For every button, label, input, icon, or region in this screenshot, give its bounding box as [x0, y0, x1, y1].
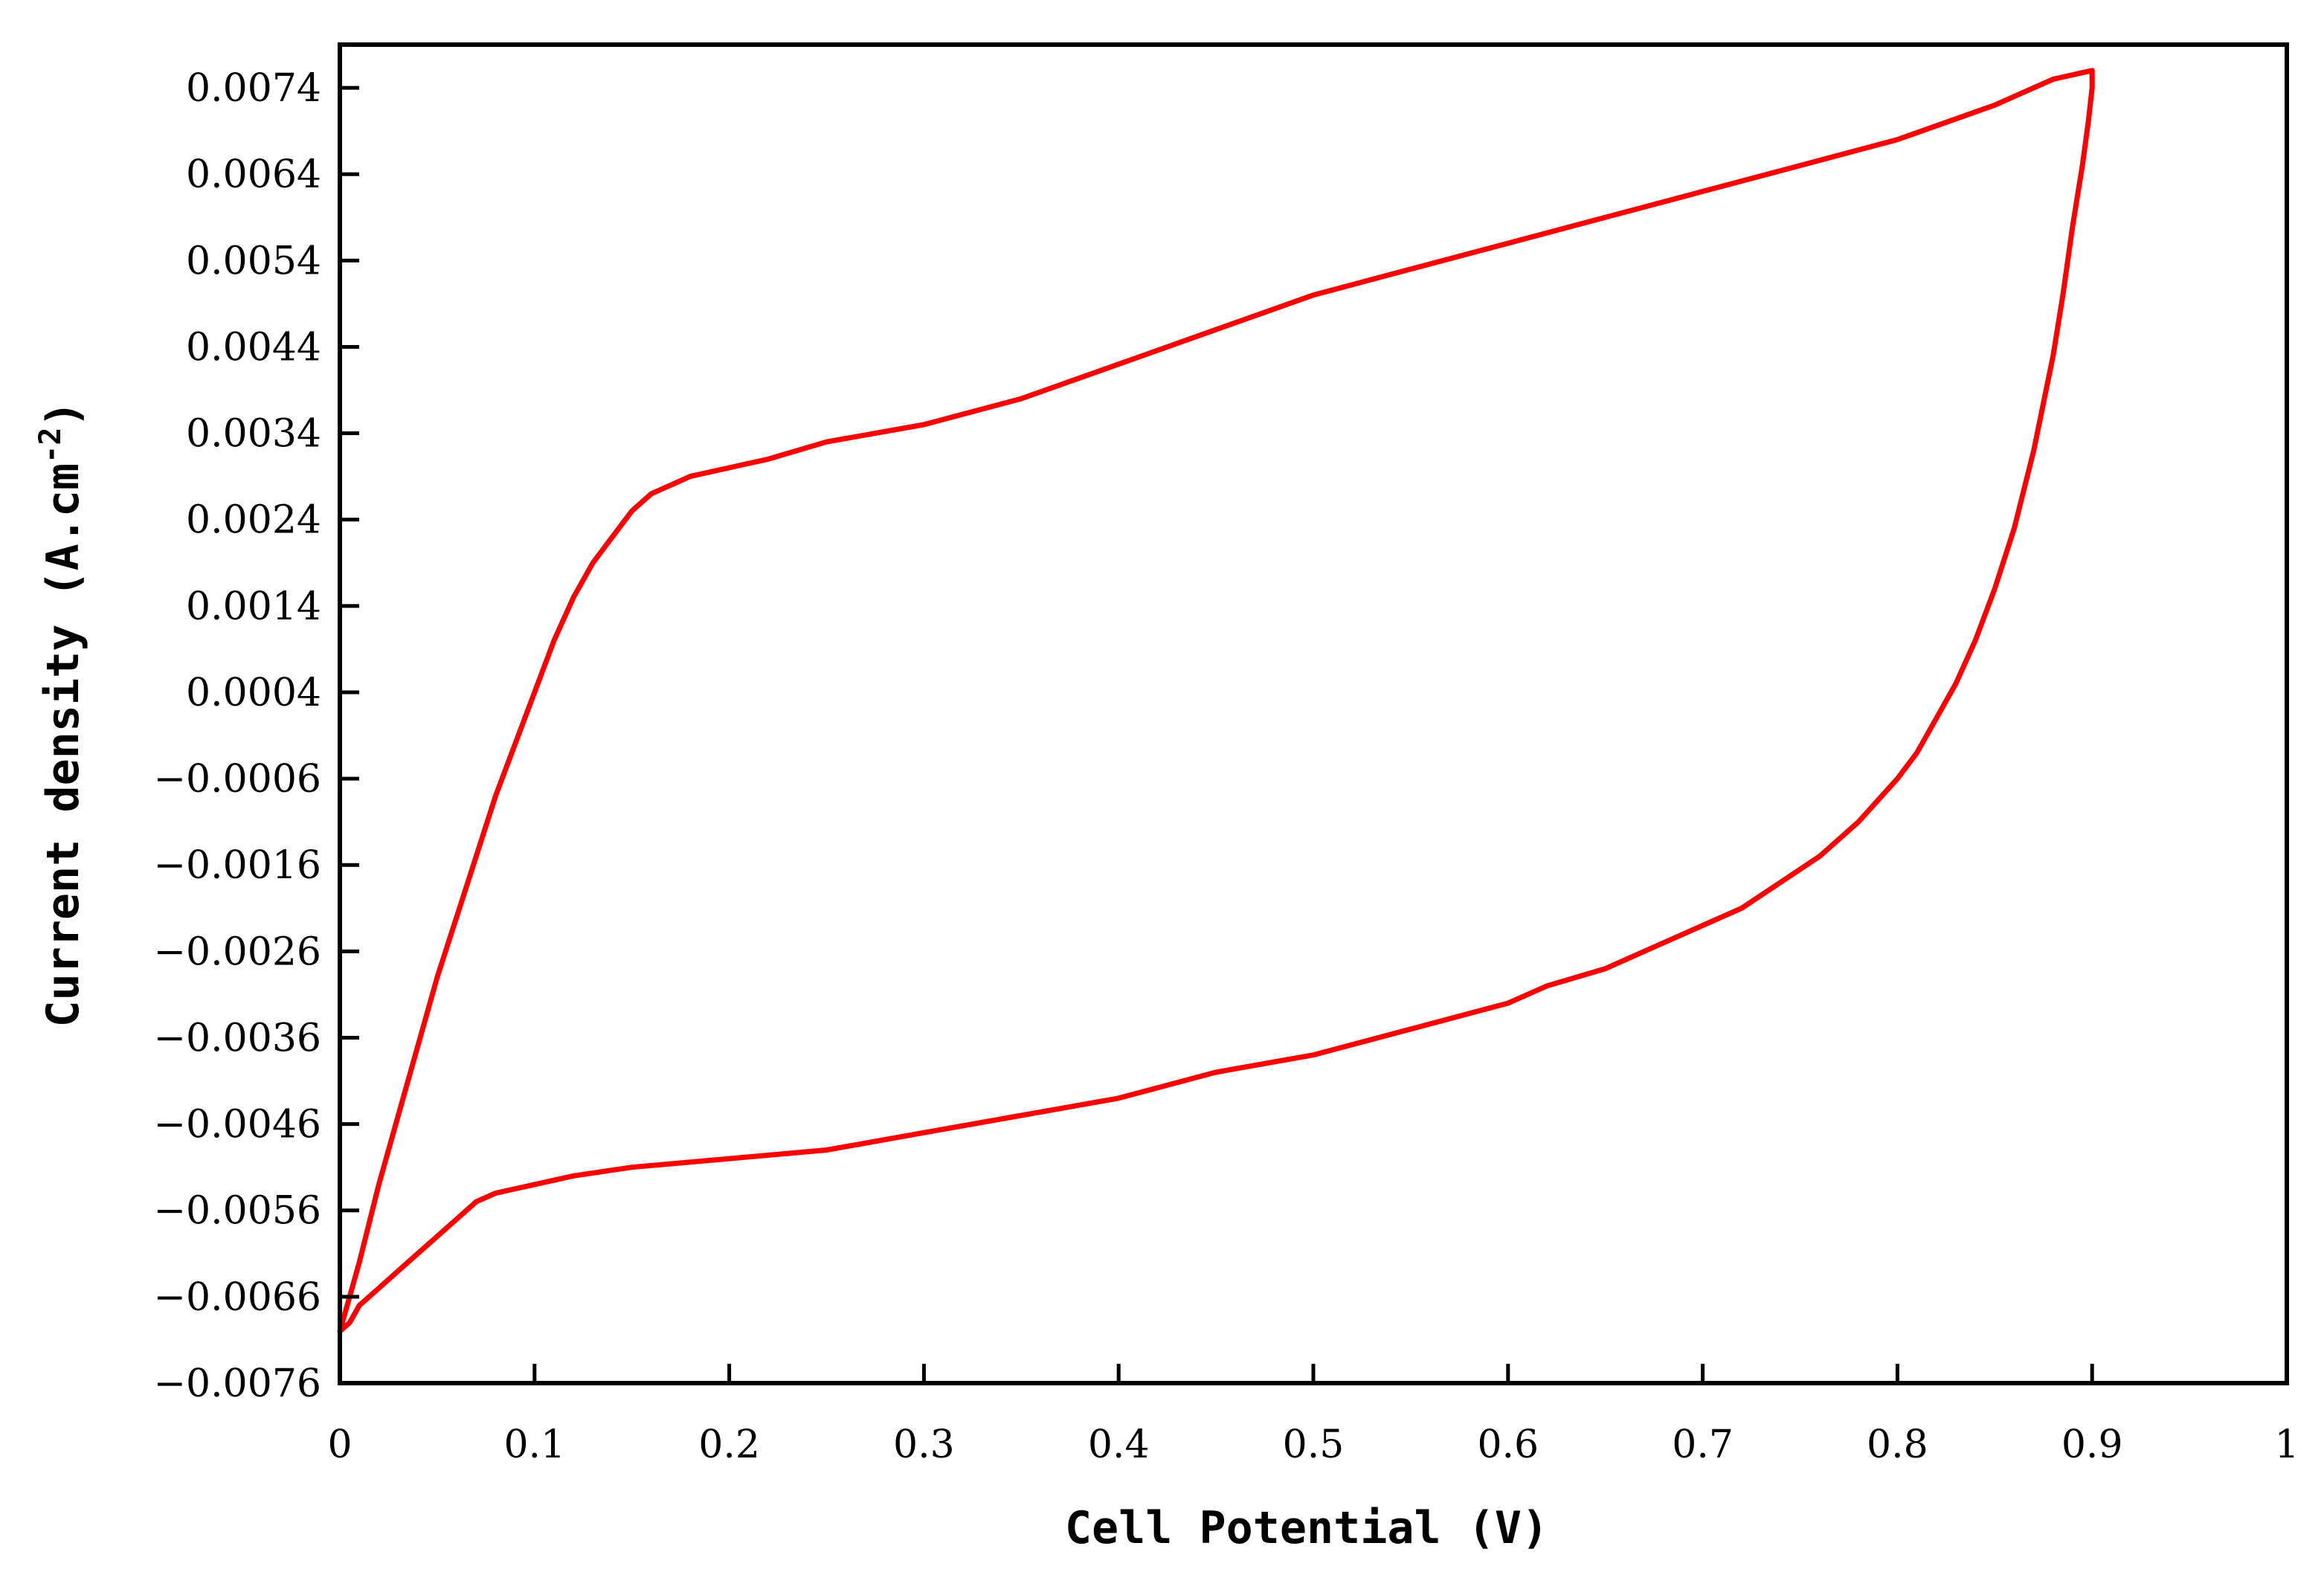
series-layer — [337, 68, 2095, 1334]
x-tick-label: 0.9 — [2061, 1423, 2123, 1467]
y-axis-title-main: Current density (A.cm — [37, 463, 89, 1028]
cv-curve-0 — [337, 68, 2095, 1334]
plot-frame — [338, 42, 2289, 1385]
y-tick-label: 0.0004 — [186, 671, 321, 715]
y-axis-ticks: 0.0074 0.0064 0.0054 0.0044 0.0034 0.0024 0.00… — [153, 66, 359, 1406]
x-tick-label: 0.7 — [1672, 1423, 1734, 1467]
y-tick-label: 0.0064 — [186, 152, 321, 197]
y-tick-label: −0.0026 — [153, 930, 321, 974]
y-tick-label: 0.0054 — [186, 239, 321, 283]
y-tick-label: −0.0046 — [153, 1103, 321, 1147]
y-tick-label: −0.0006 — [153, 757, 321, 802]
y-axis-title-sup: -2 — [33, 428, 68, 463]
y-tick-label: −0.0016 — [153, 843, 321, 888]
x-tick-label: 0.6 — [1477, 1423, 1539, 1467]
x-tick-label: 0.5 — [1283, 1423, 1345, 1467]
x-tick-label: 0 — [327, 1423, 352, 1467]
y-tick-label: 0.0014 — [186, 584, 321, 629]
x-tick-label: 0.3 — [893, 1423, 955, 1467]
y-tick-label: −0.0056 — [153, 1189, 321, 1234]
x-tick-label: 0.1 — [503, 1423, 565, 1467]
x-axis-ticks: 0 0.1 0.2 0.3 0.4 0.5 0.6 0.7 0.8 0.9 1 — [327, 1364, 2299, 1467]
y-tick-label: −0.0036 — [153, 1016, 321, 1060]
x-tick-label: 0.2 — [698, 1423, 760, 1467]
y-tick-label: 0.0034 — [186, 412, 321, 457]
x-tick-label: 0.4 — [1088, 1423, 1150, 1467]
x-tick-label: 1 — [2274, 1423, 2299, 1467]
x-axis-title: Cell Potential (V) — [1065, 1502, 1548, 1554]
y-axis-title-close: ) — [37, 401, 89, 428]
y-tick-label: −0.0076 — [153, 1362, 321, 1406]
y-tick-label: 0.0074 — [186, 66, 321, 111]
y-axis-title: Current density (A.cm-2) — [33, 401, 89, 1028]
y-tick-label: 0.0024 — [186, 498, 321, 543]
y-tick-label: 0.0044 — [186, 325, 321, 370]
x-tick-label: 0.8 — [1867, 1423, 1928, 1467]
y-tick-label: −0.0066 — [153, 1275, 321, 1320]
